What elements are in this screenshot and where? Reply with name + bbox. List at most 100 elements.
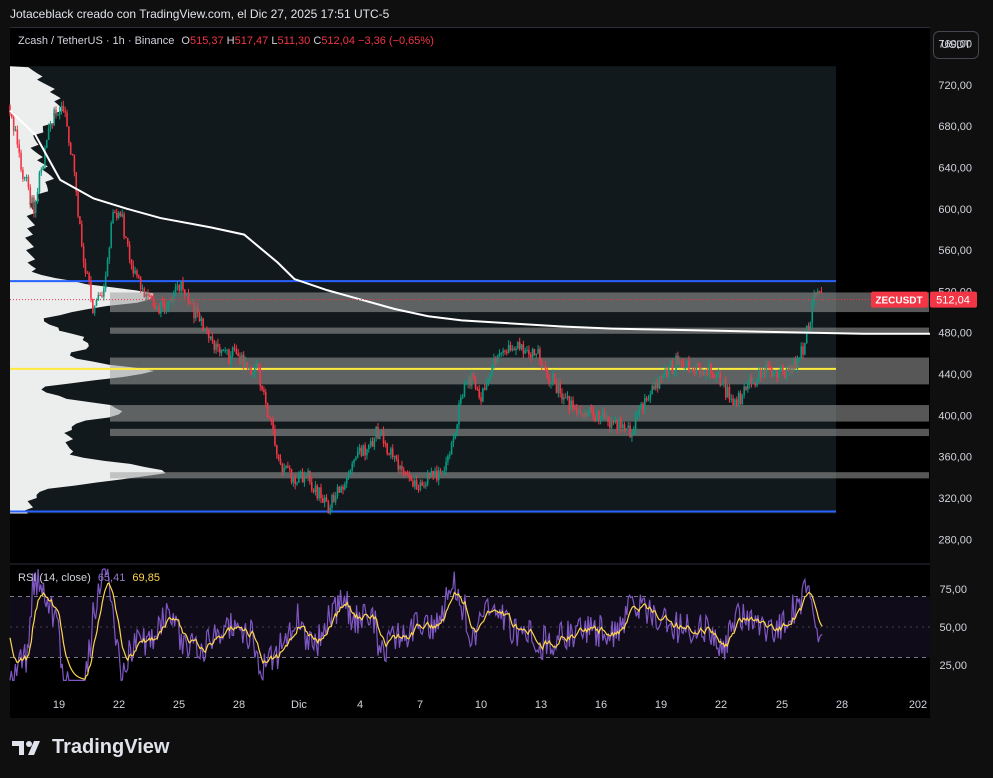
candle-body xyxy=(513,348,515,351)
candle-body xyxy=(791,365,793,370)
candle-body xyxy=(769,365,771,368)
candle-body xyxy=(58,111,61,115)
candle-body xyxy=(115,213,118,219)
candle-body xyxy=(206,329,208,331)
candle-body xyxy=(780,365,782,372)
candle-body xyxy=(667,366,670,378)
candle-body xyxy=(103,288,105,297)
candle-body xyxy=(747,384,749,390)
candle-body xyxy=(636,414,639,416)
candle-body xyxy=(75,172,78,193)
candle-body xyxy=(226,349,228,351)
low-label: L xyxy=(271,35,278,47)
candle-body xyxy=(441,471,444,473)
candle-body xyxy=(715,373,718,378)
candle-body xyxy=(344,483,346,490)
candle-body xyxy=(207,329,210,339)
candle-body xyxy=(745,386,747,390)
vwap-line xyxy=(9,109,930,335)
tradingview-logo[interactable]: TradingView xyxy=(12,736,169,759)
candle-body xyxy=(500,353,503,355)
candle-body xyxy=(414,480,416,487)
candle-body xyxy=(697,363,699,365)
candle-body xyxy=(22,169,24,179)
candle-body xyxy=(730,398,733,400)
candle-body xyxy=(772,372,775,377)
candle-body xyxy=(147,294,149,296)
candle-body xyxy=(581,413,584,416)
candle-body xyxy=(483,388,486,390)
candle-body xyxy=(765,364,768,374)
candle-body xyxy=(758,370,760,381)
candle-body xyxy=(695,363,698,375)
currency-button[interactable]: USDT xyxy=(933,31,979,59)
candle-body xyxy=(437,470,440,481)
candle-body xyxy=(204,329,206,331)
candle-body xyxy=(215,343,217,350)
candle-body xyxy=(312,490,315,492)
candle-body xyxy=(130,259,133,266)
zone-band xyxy=(110,327,929,334)
y-tick-label: 440,00 xyxy=(938,369,972,381)
candle-body xyxy=(382,430,385,444)
candle-body xyxy=(46,139,48,148)
candle-body xyxy=(141,288,144,290)
candle-body xyxy=(261,385,263,390)
candle-body xyxy=(756,380,758,386)
candle-body xyxy=(743,386,745,396)
candle-body xyxy=(690,368,692,371)
candle-body xyxy=(450,442,453,455)
y-tick-label: 720,00 xyxy=(938,80,972,92)
candle-body xyxy=(638,408,641,415)
candle-body xyxy=(776,371,779,379)
candle-body xyxy=(18,144,20,153)
candle-body xyxy=(288,467,291,470)
x-tick-label: 25 xyxy=(173,699,185,711)
candle-body xyxy=(404,472,407,474)
candle-body xyxy=(739,392,742,405)
candle-body xyxy=(533,348,536,356)
candle-body xyxy=(723,379,725,384)
candle-body xyxy=(187,293,190,303)
candle-body xyxy=(506,351,508,353)
y-tick-label: 280,00 xyxy=(938,534,972,546)
candle-body xyxy=(447,455,449,462)
candle-body xyxy=(649,394,652,400)
candle-body xyxy=(574,408,576,410)
candle-body xyxy=(423,485,425,487)
candle-body xyxy=(598,412,600,420)
session-box xyxy=(10,66,836,514)
candle-body xyxy=(253,367,256,374)
candle-body xyxy=(539,349,541,361)
candle-body xyxy=(158,307,160,314)
candle-body xyxy=(233,347,236,350)
x-tick-label: Dic xyxy=(291,699,307,711)
volume-profile xyxy=(10,66,166,514)
candle-body xyxy=(9,105,11,114)
candle-body xyxy=(104,276,107,289)
candle-body xyxy=(572,400,574,409)
candle-body xyxy=(281,464,284,473)
candle-body xyxy=(550,382,552,384)
close-value: 512,04 xyxy=(321,35,355,47)
candle-body xyxy=(66,112,68,127)
symbol-tag: ZECUSDT xyxy=(875,296,922,307)
candle-body xyxy=(86,272,89,274)
candle-body xyxy=(303,475,306,483)
candle-body xyxy=(259,367,262,386)
y-tick-label: 400,00 xyxy=(938,410,972,422)
candle-body xyxy=(36,191,39,203)
zone-band xyxy=(110,357,929,385)
candle-body xyxy=(336,486,339,496)
candle-body xyxy=(693,370,696,375)
candle-body xyxy=(634,415,637,431)
candle-body xyxy=(132,265,135,274)
candle-body xyxy=(474,377,477,389)
high-value: 517,47 xyxy=(234,35,269,47)
candle-body xyxy=(73,155,76,173)
candle-body xyxy=(432,470,434,476)
candle-body xyxy=(774,371,777,373)
candle-body xyxy=(609,421,611,428)
candle-body xyxy=(171,300,173,302)
